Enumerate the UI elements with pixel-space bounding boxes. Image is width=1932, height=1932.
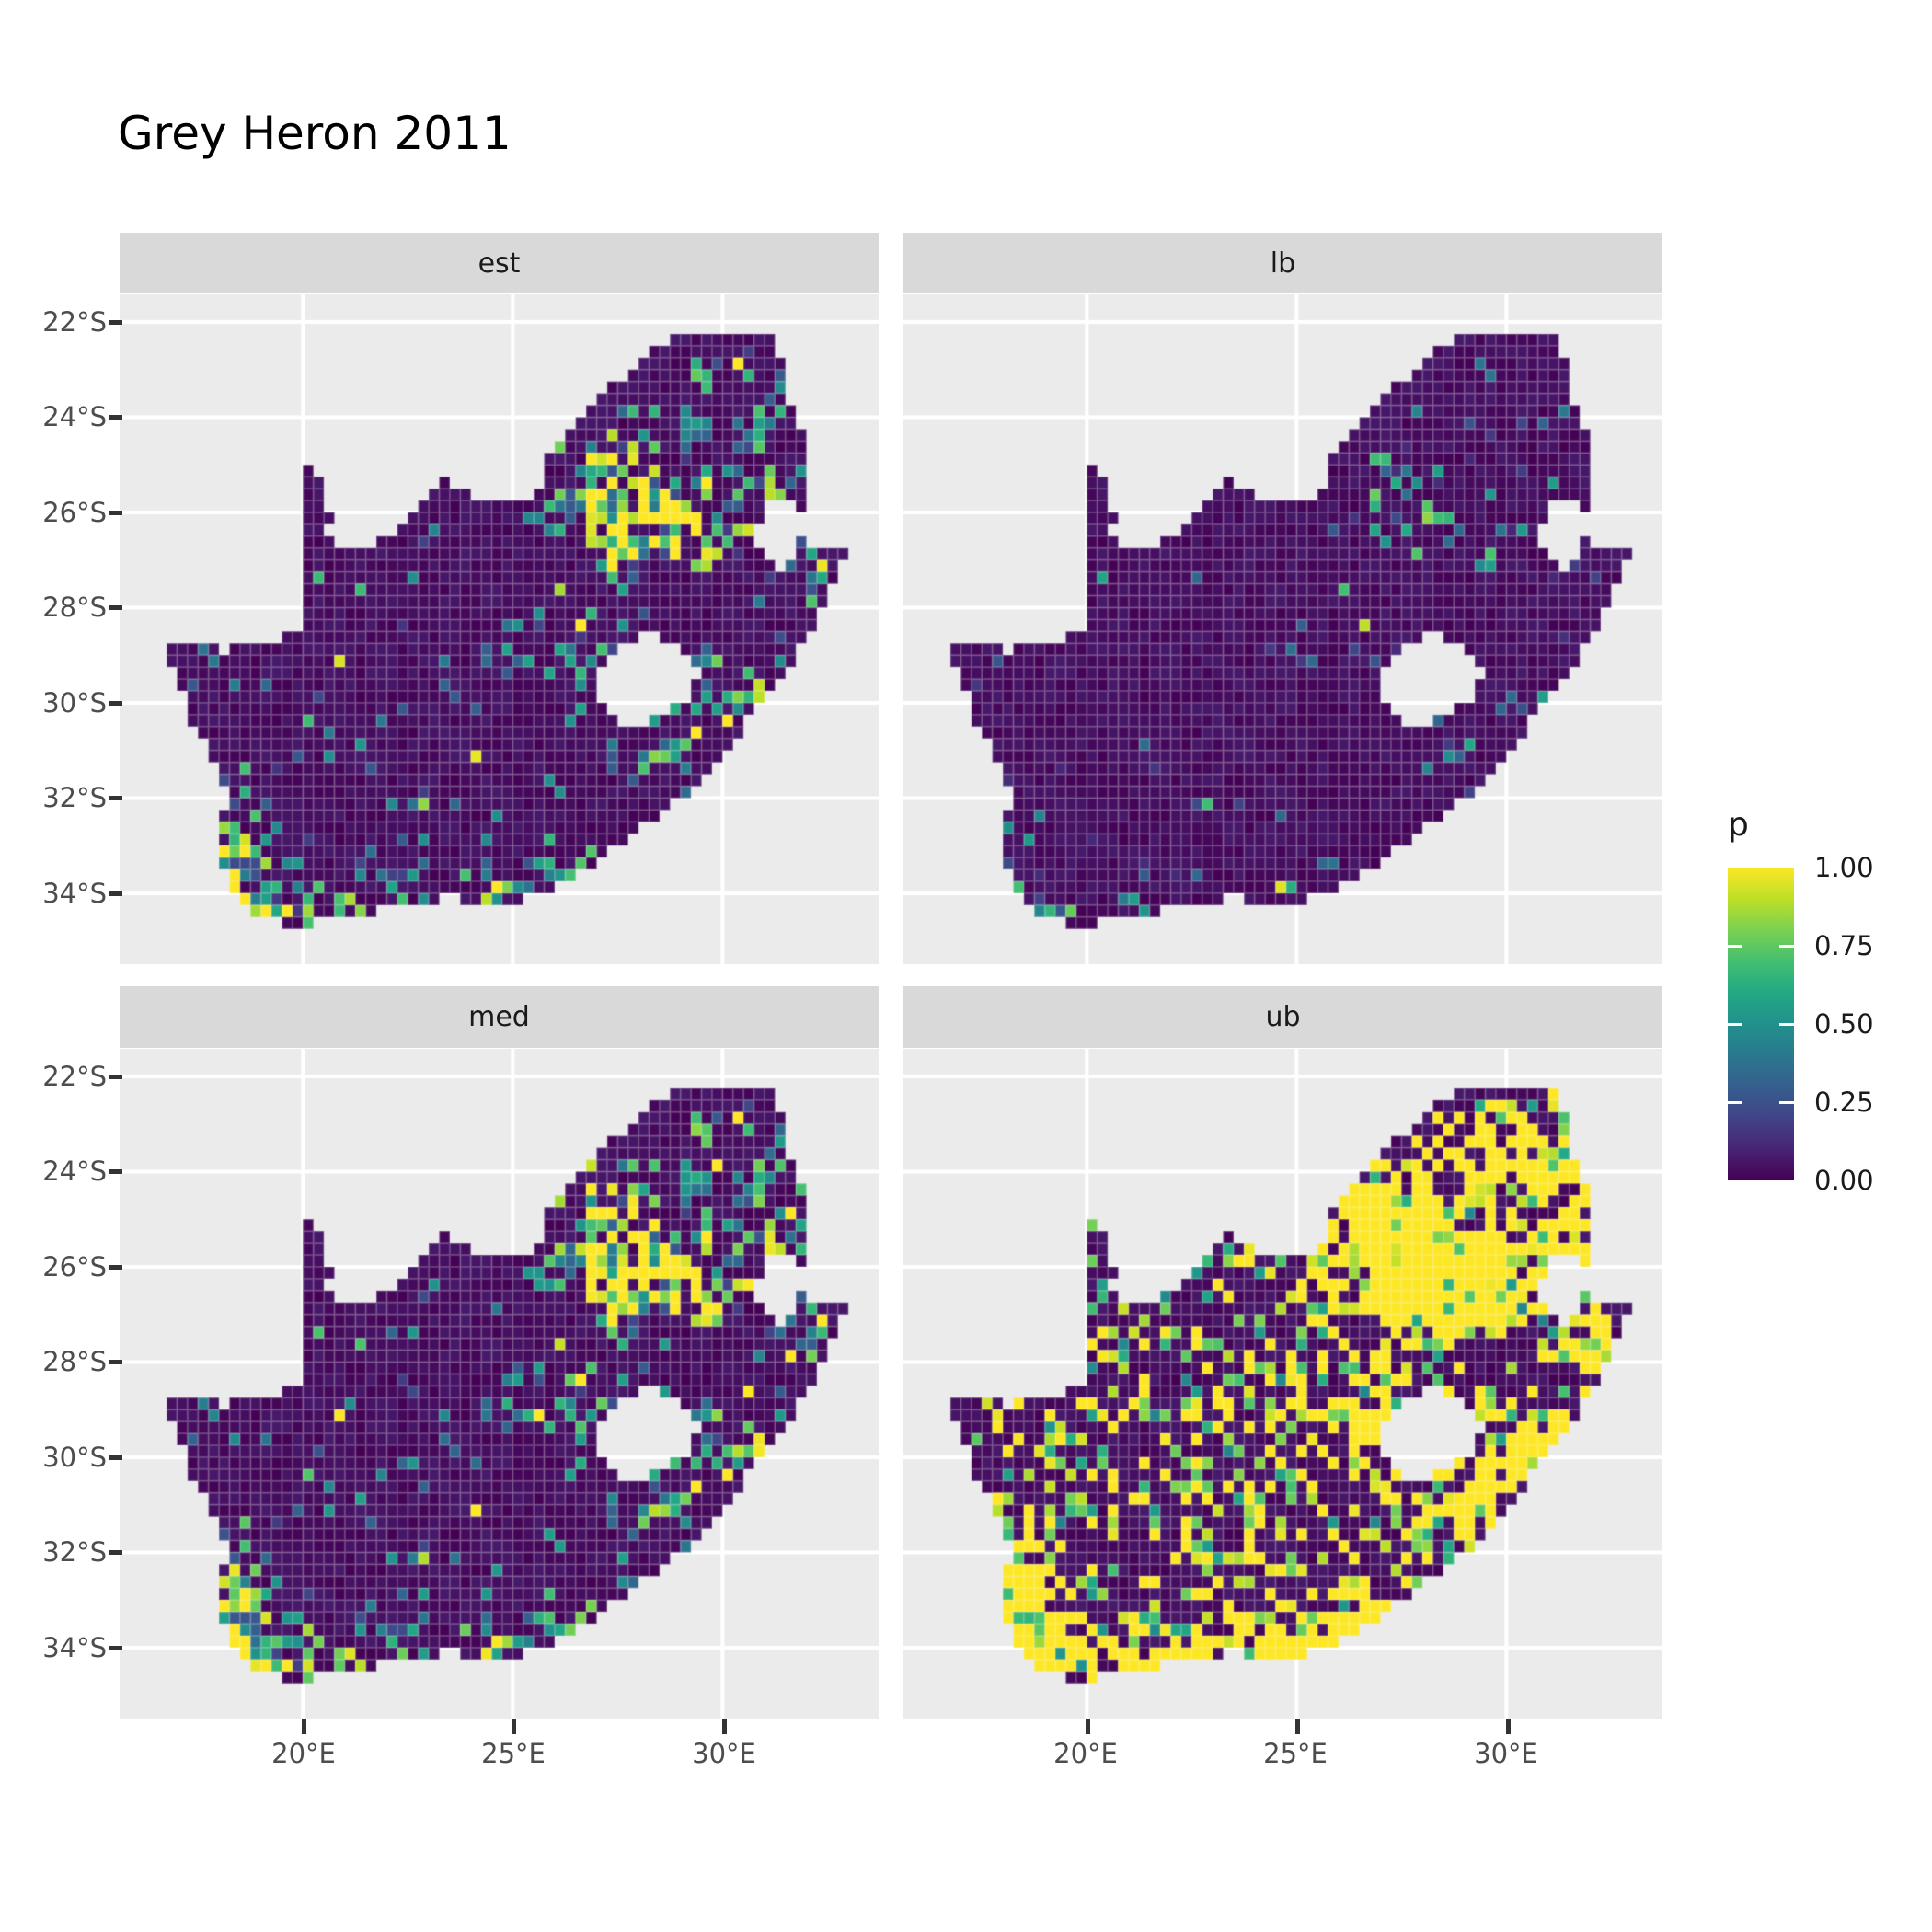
x-tick-mark	[512, 1719, 516, 1734]
facet-strip-med: med	[120, 986, 879, 1048]
y-axis-label: 32°S	[42, 1536, 107, 1568]
y-axis-label: 30°S	[42, 1442, 107, 1473]
legend-title: p	[1728, 806, 1749, 844]
legend-tick-label: 0.00	[1814, 1165, 1874, 1196]
y-axis-label: 28°S	[42, 592, 107, 623]
facet-strip-lb: lb	[903, 233, 1662, 293]
x-tick-mark	[1506, 1719, 1511, 1734]
legend-tick-mark	[1728, 1101, 1742, 1104]
x-tick-mark	[1295, 1719, 1300, 1734]
legend-tick-label: 0.25	[1814, 1087, 1874, 1118]
y-tick-mark	[109, 1075, 122, 1079]
y-tick-mark	[109, 796, 122, 800]
map-panel-ub	[903, 1049, 1662, 1719]
y-tick-mark	[109, 1360, 122, 1364]
y-tick-mark	[109, 891, 122, 896]
y-axis-label: 28°S	[42, 1346, 107, 1377]
x-axis-label: 30°E	[692, 1738, 756, 1769]
y-axis-label: 30°S	[42, 687, 107, 719]
legend-tick-label: 1.00	[1814, 852, 1874, 883]
y-axis-label: 26°S	[42, 497, 107, 528]
facet-strip-label: est	[477, 247, 521, 280]
y-tick-mark	[109, 1646, 122, 1650]
y-axis-label: 22°S	[42, 306, 107, 338]
y-tick-mark	[109, 701, 122, 706]
plot-title: Grey Heron 2011	[118, 107, 512, 160]
x-axis-label: 25°E	[1263, 1738, 1328, 1769]
x-axis-label: 25°E	[481, 1738, 546, 1769]
legend-tick-mark	[1728, 1023, 1742, 1026]
facet-strip-ub: ub	[903, 986, 1662, 1048]
y-tick-mark	[109, 1169, 122, 1174]
y-tick-mark	[109, 511, 122, 515]
y-tick-mark	[109, 320, 122, 325]
facet-strip-est: est	[120, 233, 879, 293]
y-tick-mark	[109, 1265, 122, 1270]
legend-tick-mark	[1779, 945, 1794, 948]
y-axis-label: 34°S	[42, 878, 107, 909]
legend-tick-label: 0.75	[1814, 930, 1874, 961]
y-tick-mark	[109, 1455, 122, 1460]
y-tick-mark	[109, 605, 122, 610]
x-tick-mark	[302, 1719, 306, 1734]
y-tick-mark	[109, 1550, 122, 1555]
map-panel-lb	[903, 294, 1662, 964]
y-axis-label: 26°S	[42, 1251, 107, 1282]
x-axis-label: 20°E	[1053, 1738, 1118, 1769]
y-axis-label: 32°S	[42, 782, 107, 813]
facet-strip-label: ub	[1265, 1001, 1301, 1033]
y-tick-mark	[109, 415, 122, 420]
legend-tick-label: 0.50	[1814, 1008, 1874, 1040]
facet-strip-label: lb	[1270, 247, 1296, 280]
x-axis-label: 30°E	[1474, 1738, 1538, 1769]
x-axis-label: 20°E	[271, 1738, 336, 1769]
x-tick-mark	[722, 1719, 727, 1734]
legend-tick-mark	[1779, 1101, 1794, 1104]
map-panel-med	[120, 1049, 879, 1719]
facet-strip-label: med	[468, 1001, 530, 1033]
y-axis-label: 34°S	[42, 1632, 107, 1663]
legend-tick-mark	[1779, 1023, 1794, 1026]
y-axis-label: 24°S	[42, 1156, 107, 1187]
y-axis-label: 24°S	[42, 401, 107, 432]
map-panel-est	[120, 294, 879, 964]
y-axis-label: 22°S	[42, 1061, 107, 1092]
legend-tick-mark	[1728, 945, 1742, 948]
x-tick-mark	[1086, 1719, 1090, 1734]
